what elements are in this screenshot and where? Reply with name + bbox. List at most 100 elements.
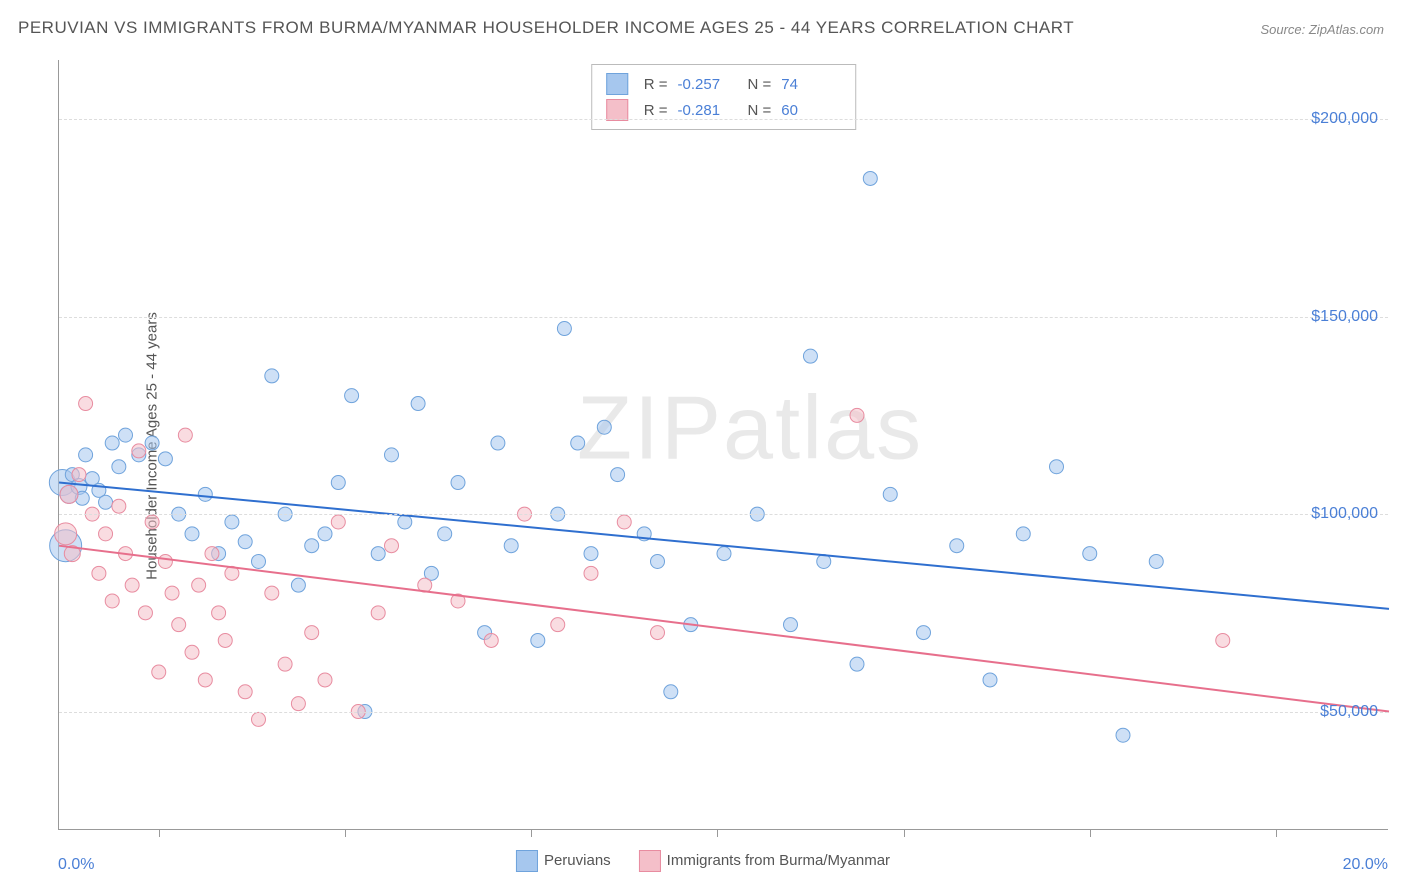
- data-point: [252, 554, 266, 568]
- data-point: [72, 468, 86, 482]
- scatter-svg: [59, 60, 1388, 829]
- data-point: [158, 554, 172, 568]
- data-point: [145, 436, 159, 450]
- x-tick: [531, 829, 532, 837]
- legend-label: Immigrants from Burma/Myanmar: [667, 852, 890, 869]
- n-label: N =: [748, 76, 772, 93]
- data-point: [178, 428, 192, 442]
- data-point: [225, 515, 239, 529]
- chart-title: PERUVIAN VS IMMIGRANTS FROM BURMA/MYANMA…: [18, 18, 1074, 38]
- x-tick: [159, 829, 160, 837]
- data-point: [983, 673, 997, 687]
- data-point: [784, 618, 798, 632]
- data-point: [451, 476, 465, 490]
- data-point: [803, 349, 817, 363]
- data-point: [212, 606, 226, 620]
- data-point: [584, 566, 598, 580]
- data-point: [438, 527, 452, 541]
- series-legend: Peruvians Immigrants from Burma/Myanmar: [516, 850, 890, 872]
- data-point: [584, 547, 598, 561]
- data-point: [185, 645, 199, 659]
- data-point: [597, 420, 611, 434]
- legend-row: R =-0.257N =74: [606, 71, 842, 97]
- trend-line: [59, 483, 1389, 609]
- data-point: [265, 369, 279, 383]
- trend-line: [59, 546, 1389, 712]
- data-point: [192, 578, 206, 592]
- data-point: [252, 712, 266, 726]
- data-point: [345, 389, 359, 403]
- data-point: [125, 578, 139, 592]
- data-point: [238, 535, 252, 549]
- data-point: [105, 594, 119, 608]
- plot-area: ZIPatlas R =-0.257N =74R =-0.281N =60 $5…: [58, 60, 1388, 830]
- data-point: [145, 515, 159, 529]
- data-point: [571, 436, 585, 450]
- data-point: [305, 626, 319, 640]
- data-point: [198, 487, 212, 501]
- data-point: [1116, 728, 1130, 742]
- data-point: [385, 448, 399, 462]
- data-point: [491, 436, 505, 450]
- y-tick-label: $50,000: [1320, 703, 1378, 721]
- n-value: 60: [781, 102, 841, 119]
- x-tick: [1276, 829, 1277, 837]
- data-point: [291, 578, 305, 592]
- data-point: [152, 665, 166, 679]
- gridline: [59, 712, 1388, 713]
- data-point: [371, 547, 385, 561]
- data-point: [165, 586, 179, 600]
- y-tick-label: $200,000: [1311, 110, 1378, 128]
- data-point: [950, 539, 964, 553]
- data-point: [484, 633, 498, 647]
- n-label: N =: [748, 102, 772, 119]
- data-point: [112, 499, 126, 513]
- x-tick: [345, 829, 346, 837]
- data-point: [883, 487, 897, 501]
- data-point: [611, 468, 625, 482]
- gridline: [59, 514, 1388, 515]
- x-axis-max-label: 20.0%: [1343, 856, 1388, 874]
- data-point: [112, 460, 126, 474]
- data-point: [850, 657, 864, 671]
- data-point: [331, 476, 345, 490]
- r-label: R =: [644, 76, 668, 93]
- data-point: [1016, 527, 1030, 541]
- data-point: [265, 586, 279, 600]
- data-point: [551, 618, 565, 632]
- data-point: [664, 685, 678, 699]
- data-point: [99, 495, 113, 509]
- data-point: [717, 547, 731, 561]
- data-point: [1149, 554, 1163, 568]
- gridline: [59, 317, 1388, 318]
- gridline: [59, 119, 1388, 120]
- data-point: [1216, 633, 1230, 647]
- data-point: [504, 539, 518, 553]
- legend-swatch: [639, 850, 661, 872]
- data-point: [617, 515, 631, 529]
- source-attribution: Source: ZipAtlas.com: [1260, 22, 1384, 37]
- data-point: [198, 673, 212, 687]
- n-value: 74: [781, 76, 841, 93]
- data-point: [218, 633, 232, 647]
- data-point: [1050, 460, 1064, 474]
- data-point: [651, 554, 665, 568]
- legend-swatch: [606, 99, 628, 121]
- data-point: [132, 444, 146, 458]
- legend-item: Peruvians: [516, 850, 611, 872]
- x-axis-min-label: 0.0%: [58, 856, 94, 874]
- data-point: [318, 527, 332, 541]
- data-point: [185, 527, 199, 541]
- r-label: R =: [644, 102, 668, 119]
- data-point: [79, 397, 93, 411]
- data-point: [371, 606, 385, 620]
- data-point: [863, 171, 877, 185]
- x-tick: [904, 829, 905, 837]
- data-point: [291, 697, 305, 711]
- data-point: [105, 436, 119, 450]
- data-point: [917, 626, 931, 640]
- data-point: [79, 448, 93, 462]
- data-point: [138, 606, 152, 620]
- data-point: [531, 633, 545, 647]
- data-point: [651, 626, 665, 640]
